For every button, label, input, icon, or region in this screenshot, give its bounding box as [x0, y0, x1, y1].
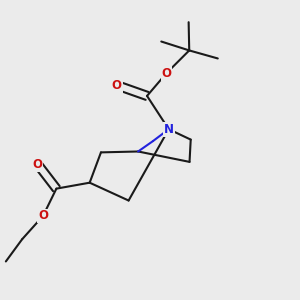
Text: O: O — [33, 158, 43, 171]
Text: O: O — [161, 67, 171, 80]
Text: O: O — [112, 79, 122, 92]
Text: N: N — [164, 123, 174, 136]
Text: O: O — [38, 209, 48, 223]
